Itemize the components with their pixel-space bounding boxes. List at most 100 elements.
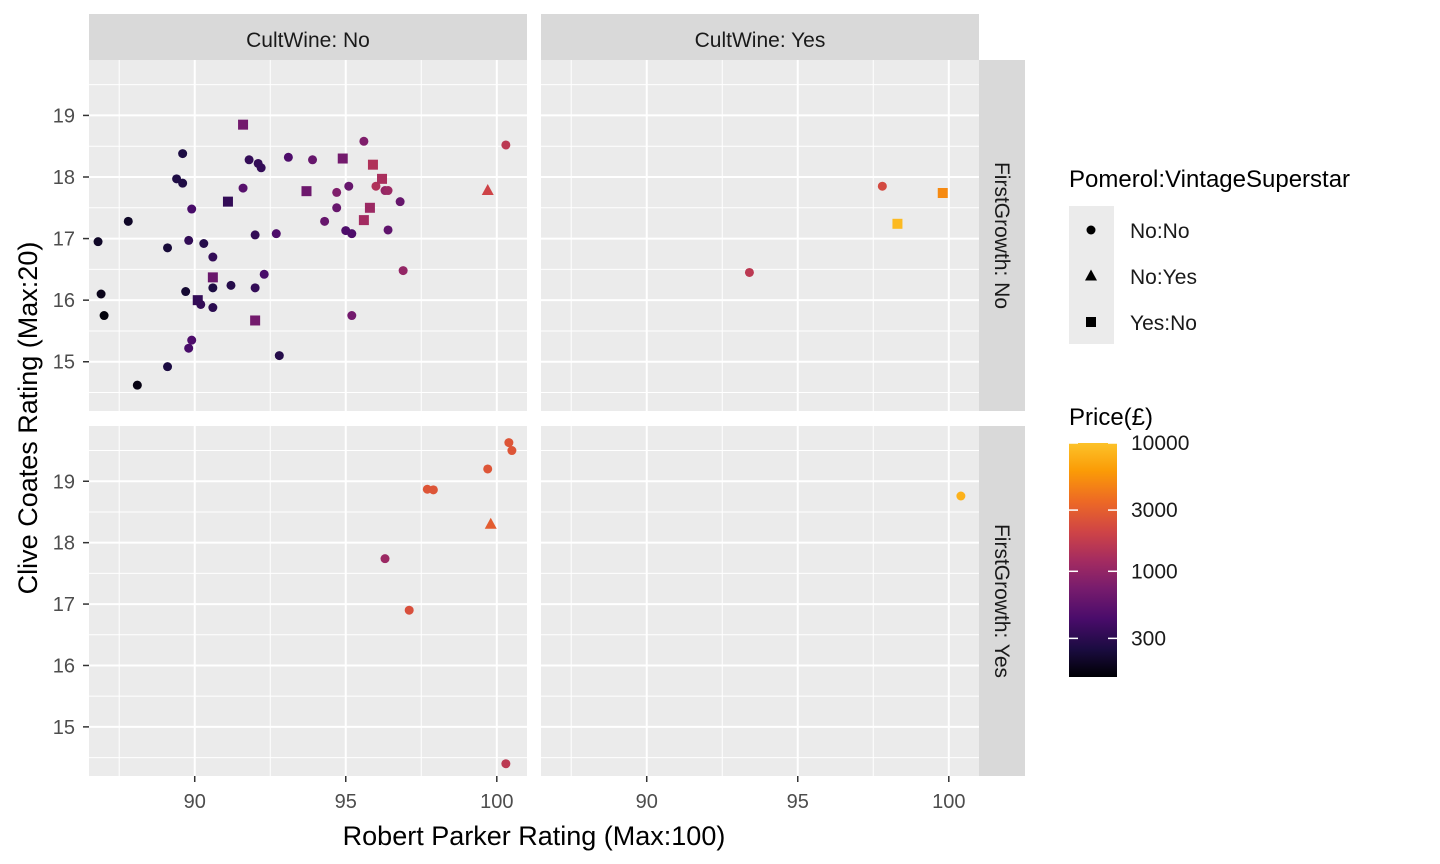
data-point-circle	[271, 229, 281, 239]
x-tick-label: 90	[184, 791, 206, 813]
data-point-circle	[132, 380, 142, 390]
column-strip	[541, 14, 979, 60]
data-point-square	[250, 315, 261, 326]
y-tick-label: 16	[53, 290, 75, 312]
data-point-circle	[93, 237, 103, 247]
axes: 90 95 100 90 95 100 15 16 17 18 19 15 16 17 18 19	[53, 105, 966, 813]
colorbar-tick-label: 1000	[1131, 560, 1178, 583]
data-point-circle	[184, 235, 194, 245]
data-point-circle	[259, 269, 269, 279]
data-point-circle	[332, 203, 342, 213]
data-point-circle	[507, 446, 517, 456]
row-strip	[979, 426, 1025, 776]
row-strip-label: FirstGrowth: No	[990, 162, 1013, 309]
data-point-circle	[283, 152, 293, 162]
panel-points	[380, 438, 517, 769]
panel-firstgrowth-yes-cultwine-no	[89, 426, 527, 776]
data-point-circle	[501, 140, 511, 150]
shape-legend-title: Pomerol:VintageSuperstar	[1069, 166, 1350, 193]
data-point-square	[364, 202, 375, 213]
data-point-circle	[187, 335, 197, 345]
panel-points	[956, 491, 966, 501]
data-point-circle	[395, 197, 405, 207]
panel-points	[744, 181, 948, 277]
color-legend-title: Price(£)	[1069, 404, 1153, 431]
data-point-circle	[250, 230, 260, 240]
data-point-circle	[428, 485, 438, 495]
data-point-circle	[320, 216, 330, 226]
panel-background	[89, 426, 527, 776]
data-point-square	[192, 295, 203, 306]
panel-firstgrowth-yes-cultwine-yes	[541, 426, 979, 776]
shape-legend: Pomerol:VintageSuperstar No:No No:Yes Yes:…	[1069, 166, 1350, 344]
data-point-circle	[256, 163, 266, 173]
panel-points	[93, 119, 511, 390]
color-legend: Price(£) 10000 3000 1000 300	[1069, 404, 1189, 677]
data-point-circle	[178, 178, 188, 188]
data-point-circle	[404, 605, 414, 615]
data-point-triangle	[481, 184, 494, 196]
data-point-circle	[163, 243, 173, 253]
legend-key-label: Yes:No	[1130, 312, 1197, 335]
panel-firstgrowth-no-cultwine-yes	[541, 60, 979, 411]
data-point-circle	[956, 491, 966, 501]
x-tick-label: 95	[787, 791, 809, 813]
data-point-circle	[178, 149, 188, 159]
data-point-square	[337, 153, 348, 164]
data-point-circle	[308, 155, 318, 165]
data-point-square	[892, 218, 903, 229]
x-tick-label: 95	[335, 791, 357, 813]
data-point-circle	[371, 181, 381, 191]
panel-background	[89, 60, 527, 411]
panel-firstgrowth-no-cultwine-no	[89, 60, 527, 411]
data-point-circle	[208, 303, 218, 313]
data-point-circle	[226, 280, 236, 290]
data-point-circle	[504, 438, 514, 448]
column-strip-label: CultWine: No	[246, 29, 370, 52]
data-point-square	[207, 272, 218, 283]
y-tick-label: 19	[53, 105, 75, 127]
legend-key-circle	[1086, 225, 1096, 235]
data-point-square	[222, 196, 233, 207]
legend-key-label: No:Yes	[1130, 266, 1197, 289]
panel-background	[541, 60, 979, 411]
colorbar-tick-label: 3000	[1131, 499, 1178, 522]
data-point-circle	[184, 343, 194, 353]
row-strip	[979, 60, 1025, 411]
y-tick-label: 16	[53, 655, 75, 677]
data-point-circle	[96, 289, 106, 299]
data-point-circle	[187, 204, 197, 214]
data-point-circle	[244, 155, 254, 165]
data-point-triangle	[484, 517, 497, 529]
legend-key-triangle	[1085, 269, 1097, 281]
data-point-circle	[250, 283, 260, 293]
y-tick-label: 17	[53, 594, 75, 616]
data-point-circle	[383, 186, 393, 196]
colorbar-tick-label: 10000	[1131, 432, 1189, 455]
y-tick-label: 15	[53, 717, 75, 739]
data-point-circle	[744, 267, 754, 277]
data-point-circle	[99, 311, 109, 321]
data-point-circle	[196, 299, 206, 309]
data-point-circle	[877, 181, 887, 191]
data-point-circle	[344, 181, 354, 191]
facet-panels	[89, 60, 979, 776]
data-point-circle	[501, 759, 511, 769]
y-tick-label: 15	[53, 352, 75, 374]
facet-strips: CultWine: No CultWine: Yes FirstGrowth: No…	[89, 14, 1025, 776]
data-point-circle	[332, 187, 342, 197]
data-point-circle	[398, 266, 408, 276]
data-point-circle	[163, 362, 173, 372]
data-point-circle	[359, 136, 369, 146]
legend-key-square	[1086, 317, 1096, 327]
panel-background	[541, 426, 979, 776]
y-tick-label: 18	[53, 167, 75, 189]
data-point-circle	[380, 554, 390, 564]
y-tick-label: 17	[53, 229, 75, 251]
data-point-square	[367, 159, 378, 170]
x-tick-label: 100	[480, 791, 513, 813]
data-point-circle	[199, 239, 209, 249]
data-point-circle	[347, 229, 357, 239]
data-point-circle	[123, 216, 133, 226]
data-point-square	[377, 173, 388, 184]
